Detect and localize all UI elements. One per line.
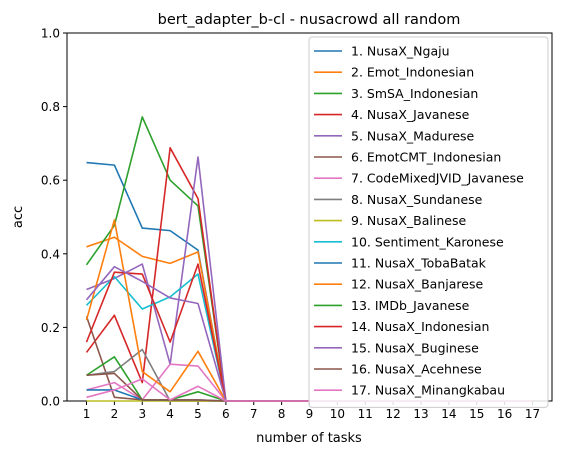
legend-entry-label: 5. NusaX_Madurese — [351, 128, 475, 143]
y-tick-label: 0.6 — [41, 174, 60, 188]
legend-entry-label: 10. Sentiment_Karonese — [351, 234, 504, 249]
x-tick-label: 17 — [525, 407, 540, 421]
x-tick-label: 16 — [497, 407, 512, 421]
x-tick-label: 13 — [413, 407, 428, 421]
chart-title: bert_adapter_b-cl - nusacrowd all random — [158, 12, 461, 28]
legend-entry-label: 11. NusaX_TobaBatak — [351, 256, 487, 271]
legend-box — [308, 36, 549, 408]
y-tick-label: 0.4 — [41, 247, 60, 261]
y-tick-label: 0.2 — [41, 321, 60, 335]
x-tick-label: 6 — [222, 407, 230, 421]
x-tick-label: 5 — [194, 407, 202, 421]
x-tick-label: 3 — [138, 407, 146, 421]
y-axis-label: acc — [11, 206, 26, 228]
y-tick-label: 0.8 — [41, 100, 60, 114]
x-tick-label: 2 — [111, 407, 119, 421]
axis-ticks: 1 2 3 4 5 6 7 8 9 10 11 12 13 14 15 16 170.00.20.40.60.8… — [41, 27, 540, 422]
x-tick-label: 4 — [166, 407, 174, 421]
legend-entry-label: 15. NusaX_Buginese — [351, 340, 479, 355]
x-tick-label: 9 — [306, 407, 314, 421]
y-tick-label: 0.0 — [41, 395, 60, 409]
x-tick-label: 8 — [278, 407, 286, 421]
x-tick-label: 15 — [469, 407, 484, 421]
x-tick-label: 1 — [83, 407, 91, 421]
y-tick-label: 1.0 — [41, 27, 60, 41]
x-tick-label: 7 — [250, 407, 258, 421]
legend-entry-label: 13. IMDb_Javanese — [351, 298, 470, 313]
legend-entry-label: 1. NusaX_Ngaju — [351, 44, 450, 59]
x-tick-label: 14 — [441, 407, 456, 421]
legend-entry-label: 2. Emot_Indonesian — [351, 65, 474, 80]
legend-entry-label: 9. NusaX_Balinese — [351, 213, 466, 228]
x-tick-label: 12 — [385, 407, 400, 421]
legend-entry-label: 17. NusaX_Minangkabau — [351, 383, 505, 398]
legend-entry-label: 4. NusaX_Javanese — [351, 107, 470, 122]
legend-entry-label: 12. NusaX_Banjarese — [351, 277, 483, 292]
legend-entry-label: 14. NusaX_Indonesian — [351, 319, 489, 334]
legend-entry-label: 7. CodeMixedJVID_Javanese — [351, 171, 524, 186]
legend-entry-label: 6. EmotCMT_Indonesian — [351, 150, 501, 165]
legend-entry-label: 16. NusaX_Acehnese — [351, 362, 482, 377]
legend-entry-label: 8. NusaX_Sundanese — [351, 192, 483, 207]
x-tick-label: 10 — [330, 407, 345, 421]
legend-entry-label: 3. SmSA_Indonesian — [351, 86, 478, 101]
legend: 1. NusaX_Ngaju 2. Emot_Indonesian 3. SmSA_… — [308, 36, 549, 408]
x-tick-label: 11 — [358, 407, 373, 421]
x-axis-label: number of tasks — [256, 431, 362, 446]
